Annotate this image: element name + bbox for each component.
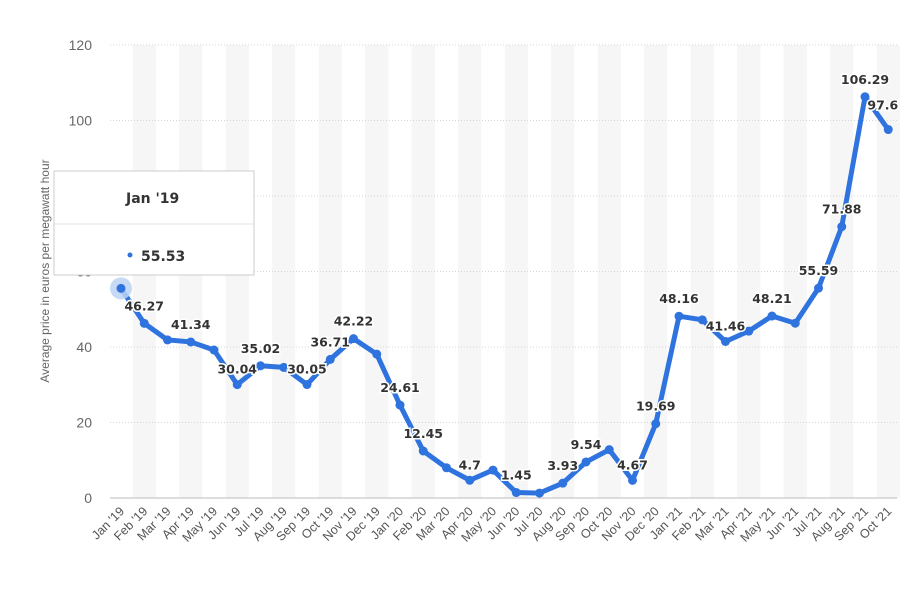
background-band [783, 45, 807, 498]
data-point[interactable] [279, 362, 289, 372]
data-point[interactable] [116, 283, 126, 293]
data-label: 55.59 [799, 263, 839, 278]
data-label: 3.93 [547, 458, 578, 473]
data-labels: 46.27 41.34 30.04 35.02 30.05 36.71 42.22 24.61… [123, 70, 900, 484]
data-point[interactable] [721, 336, 730, 346]
data-point[interactable] [767, 311, 777, 321]
y-axis-label: Average price in euros per megawatt hour [38, 159, 52, 382]
data-label: 41.34 [171, 317, 211, 332]
series-line-group [110, 92, 893, 498]
data-point[interactable] [256, 361, 265, 371]
data-point[interactable] [837, 222, 847, 232]
data-point[interactable] [325, 354, 335, 364]
data-label: 46.27 [124, 298, 164, 313]
data-point[interactable] [814, 283, 823, 293]
series-line [118, 94, 891, 496]
data-point[interactable] [511, 488, 521, 498]
data-point[interactable] [372, 349, 382, 359]
data-point[interactable] [535, 488, 544, 498]
data-point[interactable] [163, 335, 172, 345]
data-label: 19.69 [636, 399, 676, 414]
data-point[interactable] [395, 400, 405, 410]
data-point[interactable] [651, 419, 661, 429]
data-label: 71.88 [822, 202, 862, 217]
data-point[interactable] [232, 380, 242, 390]
data-label: 48.16 [659, 291, 699, 306]
data-label: 97.6 [867, 98, 898, 113]
data-label: 36.71 [310, 334, 350, 349]
background-band [458, 45, 482, 498]
y-tick-label: 0 [84, 490, 92, 506]
y-tick-label: 100 [69, 113, 93, 129]
y-tick-label: 40 [76, 339, 92, 355]
data-point[interactable] [860, 92, 870, 102]
data-label: 24.61 [380, 380, 420, 395]
tooltip-box [53, 170, 255, 276]
data-label: 1.45 [501, 468, 532, 483]
data-point[interactable] [628, 475, 637, 485]
data-point[interactable] [697, 315, 707, 325]
background-band [318, 45, 342, 498]
data-point[interactable] [465, 475, 475, 485]
data-point[interactable] [674, 311, 684, 321]
data-point[interactable] [302, 380, 312, 390]
background-band [737, 45, 761, 498]
data-label: 42.22 [334, 314, 374, 329]
background-band [690, 45, 714, 498]
alternating-bands [132, 45, 900, 498]
background-band [272, 45, 296, 498]
data-point[interactable] [442, 463, 451, 473]
data-point[interactable] [604, 445, 614, 455]
data-label: 35.02 [241, 341, 281, 356]
data-point[interactable] [418, 446, 428, 456]
tooltip: Jan '19 55.53 [53, 170, 255, 276]
data-point[interactable] [349, 334, 358, 344]
tooltip-title: Jan '19 [125, 191, 179, 207]
background-band [365, 45, 389, 498]
data-label: 30.04 [217, 362, 257, 377]
data-label: 4.7 [459, 457, 481, 472]
data-point[interactable] [581, 457, 591, 467]
background-band [551, 45, 575, 498]
data-point[interactable] [139, 318, 149, 328]
y-tick-label: 120 [69, 37, 93, 53]
y-tick-label: 20 [76, 415, 92, 431]
data-label: 30.05 [287, 362, 327, 377]
data-point[interactable] [186, 337, 196, 347]
data-label: 106.29 [841, 72, 889, 87]
data-point[interactable] [790, 318, 800, 328]
data-label: 4.67 [617, 457, 648, 472]
data-label: 48.21 [752, 291, 792, 306]
data-point[interactable] [209, 345, 219, 355]
data-label: 41.46 [706, 318, 746, 333]
background-band [830, 45, 854, 498]
gridlines [110, 44, 897, 499]
background-band [644, 45, 668, 498]
data-label: 12.45 [403, 426, 443, 441]
data-label: 9.54 [571, 437, 602, 452]
tooltip-value: 55.53 [141, 249, 185, 265]
background-band [597, 45, 621, 498]
data-point[interactable] [488, 465, 498, 475]
tooltip-bullet [127, 252, 133, 258]
data-point[interactable] [744, 326, 754, 336]
data-point[interactable] [883, 125, 893, 135]
background-band [504, 45, 528, 498]
background-band [876, 45, 900, 498]
data-point[interactable] [558, 478, 568, 488]
background-band [411, 45, 435, 498]
